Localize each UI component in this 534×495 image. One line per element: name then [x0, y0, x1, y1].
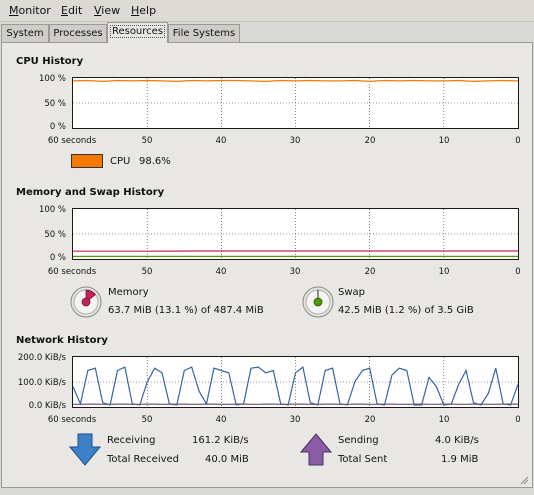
menu-help[interactable]: Help — [131, 4, 156, 18]
network-series-receiving-line — [73, 366, 518, 406]
memory-y-tick-50: 50 % — [44, 230, 66, 240]
tab-resources[interactable]: Resources — [107, 22, 168, 43]
total-sent-label: Total Sent — [338, 454, 388, 465]
menu-bar: Monitor Edit View Help — [0, 0, 534, 22]
menu-view-mnemonic: V — [94, 4, 102, 17]
memory-graph — [72, 208, 519, 260]
tab-system[interactable]: System — [1, 24, 49, 43]
menu-view-rest: iew — [101, 4, 121, 17]
network-graph-svg — [73, 357, 518, 407]
swap-label: Swap — [338, 287, 366, 298]
memory-y-tick-0: 0 % — [49, 253, 66, 263]
cpu-y-tick-50: 50 % — [44, 99, 66, 109]
network-x-tick-10: 10 — [438, 415, 450, 425]
network-x-tick-40: 40 — [215, 415, 227, 425]
menu-monitor-rest: onitor — [18, 4, 51, 17]
memory-x-tick-10: 10 — [438, 267, 450, 277]
menu-help-rest: elp — [139, 4, 157, 17]
cpu-graph-svg — [73, 78, 518, 128]
cpu-x-tick-10: 10 — [438, 136, 450, 146]
memory-pie-icon[interactable] — [69, 285, 103, 319]
total-sent-value: 1.9 MiB — [441, 454, 479, 465]
swap-value: 42.5 MiB (1.2 %) of 3.5 GiB — [338, 305, 474, 316]
tab-processes-label: Processes — [53, 28, 103, 39]
cpu-x-tick-30: 30 — [289, 136, 301, 146]
memory-x-tick-0: 0 — [515, 267, 521, 277]
menu-edit[interactable]: Edit — [61, 4, 82, 18]
network-y-tick-200: 200.0 KiB/s — [17, 353, 66, 363]
network-graph — [72, 356, 519, 408]
cpu-x-tick-60: 60 seconds — [47, 136, 97, 146]
cpu-x-tick-20: 20 — [364, 136, 376, 146]
sending-label: Sending — [338, 435, 379, 446]
network-x-tick-50: 50 — [141, 415, 153, 425]
network-x-tick-0: 0 — [515, 415, 521, 425]
cpu-graph — [72, 77, 519, 129]
cpu-legend-value: 98.6% — [139, 156, 171, 167]
receiving-value: 161.2 KiB/s — [192, 435, 249, 446]
tab-system-label: System — [6, 28, 44, 39]
cpu-y-tick-100: 100 % — [38, 74, 66, 84]
menu-monitor-mnemonic: M — [9, 4, 19, 17]
cpu-x-tick-40: 40 — [215, 136, 227, 146]
tab-resources-label: Resources — [109, 25, 166, 38]
cpu-x-tick-0: 0 — [515, 136, 521, 146]
network-x-tick-30: 30 — [289, 415, 301, 425]
network-history-title: Network History — [16, 335, 108, 346]
cpu-y-tick-0: 0 % — [49, 122, 66, 132]
total-received-value: 40.0 MiB — [205, 454, 249, 465]
memory-value: 63.7 MiB (13.1 %) of 487.4 MiB — [108, 305, 264, 316]
cpu-series-cpu-line — [73, 79, 518, 83]
network-y-tick-100: 100.0 KiB/s — [17, 378, 66, 388]
resize-grip-icon[interactable] — [519, 475, 529, 485]
memory-y-tick-100: 100 % — [38, 205, 66, 215]
memory-x-tick-60: 60 seconds — [47, 267, 97, 277]
memory-swap-history-title: Memory and Swap History — [16, 187, 165, 198]
swap-pie-icon[interactable] — [301, 285, 335, 319]
tab-bar: System Processes Resources File Systems — [0, 22, 534, 43]
memory-label: Memory — [108, 287, 149, 298]
menu-help-mnemonic: H — [131, 4, 140, 17]
menu-edit-mnemonic: E — [61, 4, 68, 17]
memory-x-tick-40: 40 — [215, 267, 227, 277]
memory-graph-svg — [73, 209, 518, 259]
menu-monitor[interactable]: Monitor — [9, 4, 51, 18]
memory-x-tick-50: 50 — [141, 267, 153, 277]
tab-processes[interactable]: Processes — [49, 24, 107, 43]
network-x-tick-60: 60 seconds — [47, 415, 97, 425]
menu-view[interactable]: View — [94, 4, 120, 18]
tab-file-systems-label: File Systems — [172, 28, 236, 39]
total-received-label: Total Received — [107, 454, 180, 465]
sending-arrow-icon[interactable] — [300, 433, 332, 467]
tab-file-systems[interactable]: File Systems — [168, 24, 240, 43]
cpu-legend-label: CPU — [110, 156, 131, 167]
resources-panel: CPU History 100 % 50 % 0 % 60 seconds 50… — [1, 42, 533, 488]
network-x-tick-20: 20 — [364, 415, 376, 425]
network-y-tick-0: 0.0 KiB/s — [28, 401, 66, 411]
cpu-history-title: CPU History — [16, 56, 84, 67]
receiving-label: Receiving — [107, 435, 156, 446]
receiving-arrow-icon[interactable] — [69, 433, 101, 467]
cpu-color-swatch[interactable] — [71, 154, 103, 168]
cpu-x-tick-50: 50 — [141, 136, 153, 146]
sending-value: 4.0 KiB/s — [435, 435, 479, 446]
memory-x-tick-30: 30 — [289, 267, 301, 277]
memory-x-tick-20: 20 — [364, 267, 376, 277]
menu-edit-rest: dit — [67, 4, 83, 17]
